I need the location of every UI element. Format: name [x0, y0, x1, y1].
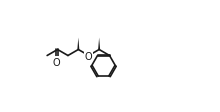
- Polygon shape: [98, 38, 100, 50]
- Text: O: O: [52, 57, 60, 67]
- Text: O: O: [85, 51, 93, 61]
- Polygon shape: [77, 38, 79, 50]
